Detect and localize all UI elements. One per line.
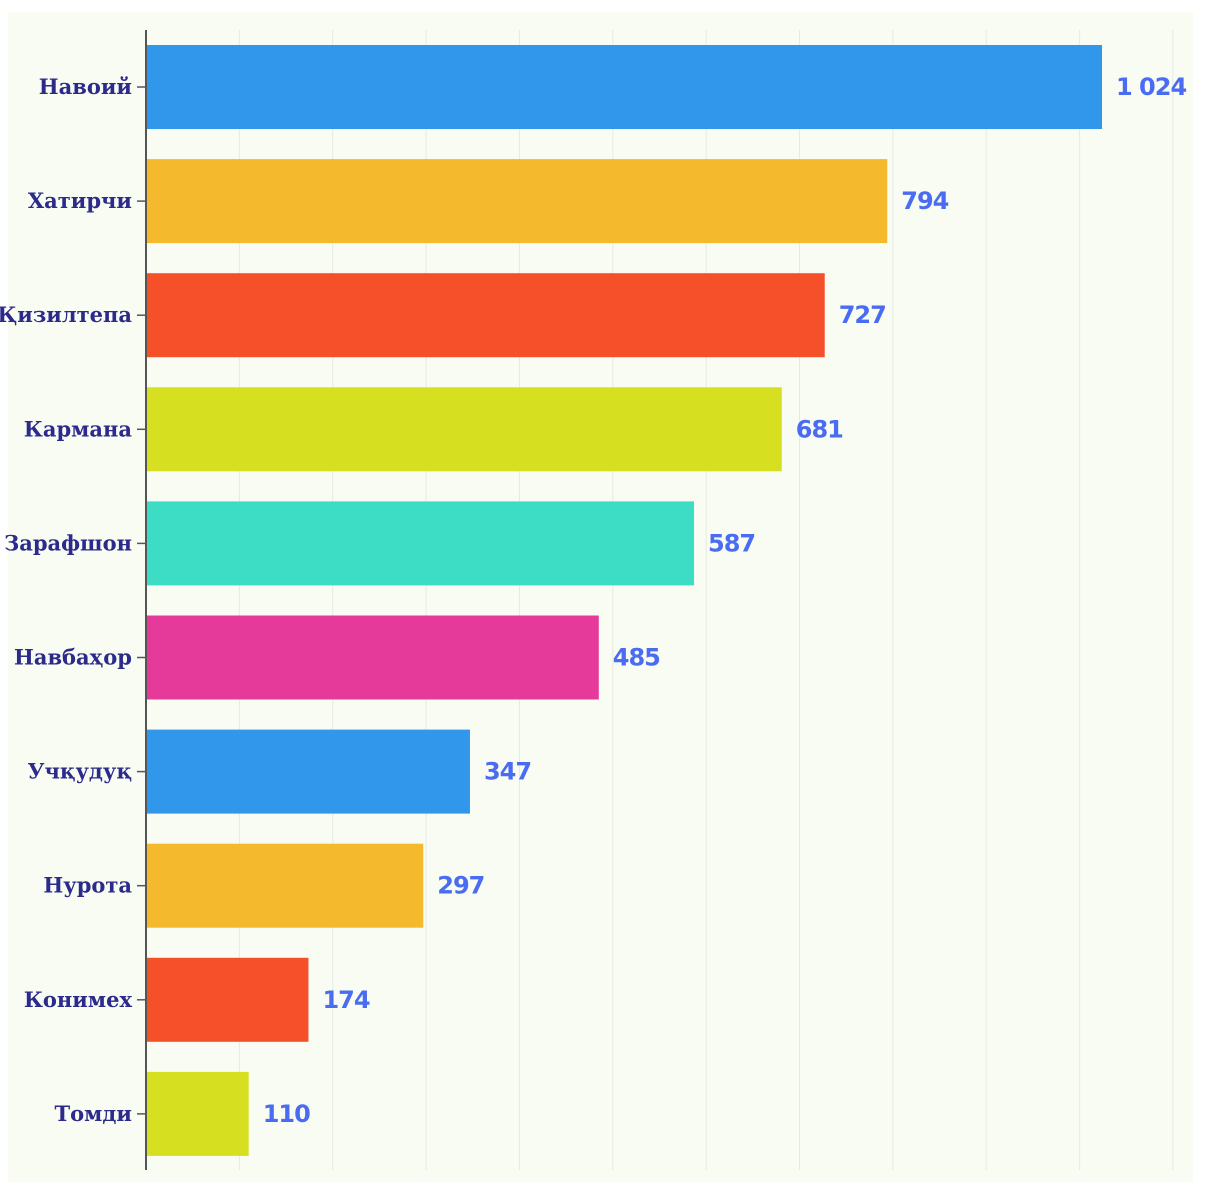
value-label: 110 xyxy=(263,1100,310,1128)
bar xyxy=(146,957,309,1042)
value-label: 727 xyxy=(839,301,886,329)
category-label: Навбаҳор xyxy=(14,645,132,670)
value-label: 297 xyxy=(437,872,484,900)
bar xyxy=(146,45,1102,129)
category-label: Қизилтепа xyxy=(0,302,132,327)
category-label: Томди xyxy=(55,1101,132,1126)
bar-layer xyxy=(146,45,1102,1156)
bar xyxy=(146,729,470,814)
bar xyxy=(146,615,599,700)
value-label: 681 xyxy=(796,415,843,443)
value-label: 1 024 xyxy=(1116,73,1186,101)
category-label: Зарафшон xyxy=(4,530,132,555)
category-label: Конимех xyxy=(24,987,133,1012)
bar xyxy=(146,843,424,928)
value-label: 794 xyxy=(901,187,948,215)
category-label: Кармана xyxy=(24,416,133,441)
bar xyxy=(146,1071,249,1156)
bar xyxy=(146,501,695,586)
value-label: 174 xyxy=(322,986,369,1014)
bar xyxy=(146,387,782,472)
category-label: Учқудуқ xyxy=(27,759,132,784)
bar xyxy=(146,159,888,244)
label-layer: Навоий 1 024 Хатирчи 794 Қизилтепа 727 Кармана… xyxy=(0,73,1187,1128)
bar xyxy=(146,273,825,358)
category-label: Хатирчи xyxy=(28,188,132,213)
value-label: 587 xyxy=(708,529,755,557)
axis-layer xyxy=(137,30,147,1170)
category-label: Нурота xyxy=(43,873,132,898)
category-label: Навоий xyxy=(39,74,132,99)
value-label: 485 xyxy=(613,644,660,672)
value-label: 347 xyxy=(484,758,531,786)
